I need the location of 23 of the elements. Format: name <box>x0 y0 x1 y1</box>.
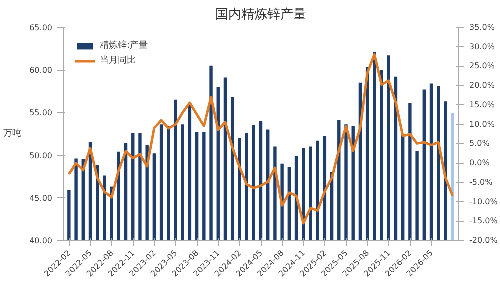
y2-tick-label: 5.0% <box>470 139 490 148</box>
y2-tick-label: 30.0% <box>470 42 496 52</box>
y-tick-label: 65.00 <box>30 24 53 32</box>
y-axis-title: 万吨 <box>4 128 22 139</box>
y2-tick-label: -5.0% <box>470 178 494 187</box>
line-series <box>68 53 454 225</box>
y-tick-label: 50.00 <box>30 151 53 160</box>
y-tick-label: 40.00 <box>30 236 53 246</box>
y2-tick-label: -10.0% <box>470 197 498 206</box>
y2-tick-label: 0.0% <box>470 158 490 168</box>
chart-title: 国内精炼锌产量 <box>216 8 306 22</box>
legend-label: 当月同比 <box>100 54 136 67</box>
y2-tick-label: 35.0% <box>470 23 496 32</box>
y2-tick-label: -15.0% <box>470 216 498 226</box>
y2-tick-label: -20.0% <box>470 236 498 245</box>
y2-tick-label: 25.0% <box>470 62 496 71</box>
y2-tick-label: 20.0% <box>470 81 496 90</box>
legend-label: 精炼锌:产量 <box>100 40 148 52</box>
y2-tick-label: 10.0% <box>470 120 496 129</box>
y-tick-label: 55.00 <box>30 108 53 118</box>
y2-tick-label: 15.0% <box>470 100 496 110</box>
y-tick-label: 60.00 <box>30 66 53 76</box>
y-tick-label: 45.00 <box>30 194 53 203</box>
